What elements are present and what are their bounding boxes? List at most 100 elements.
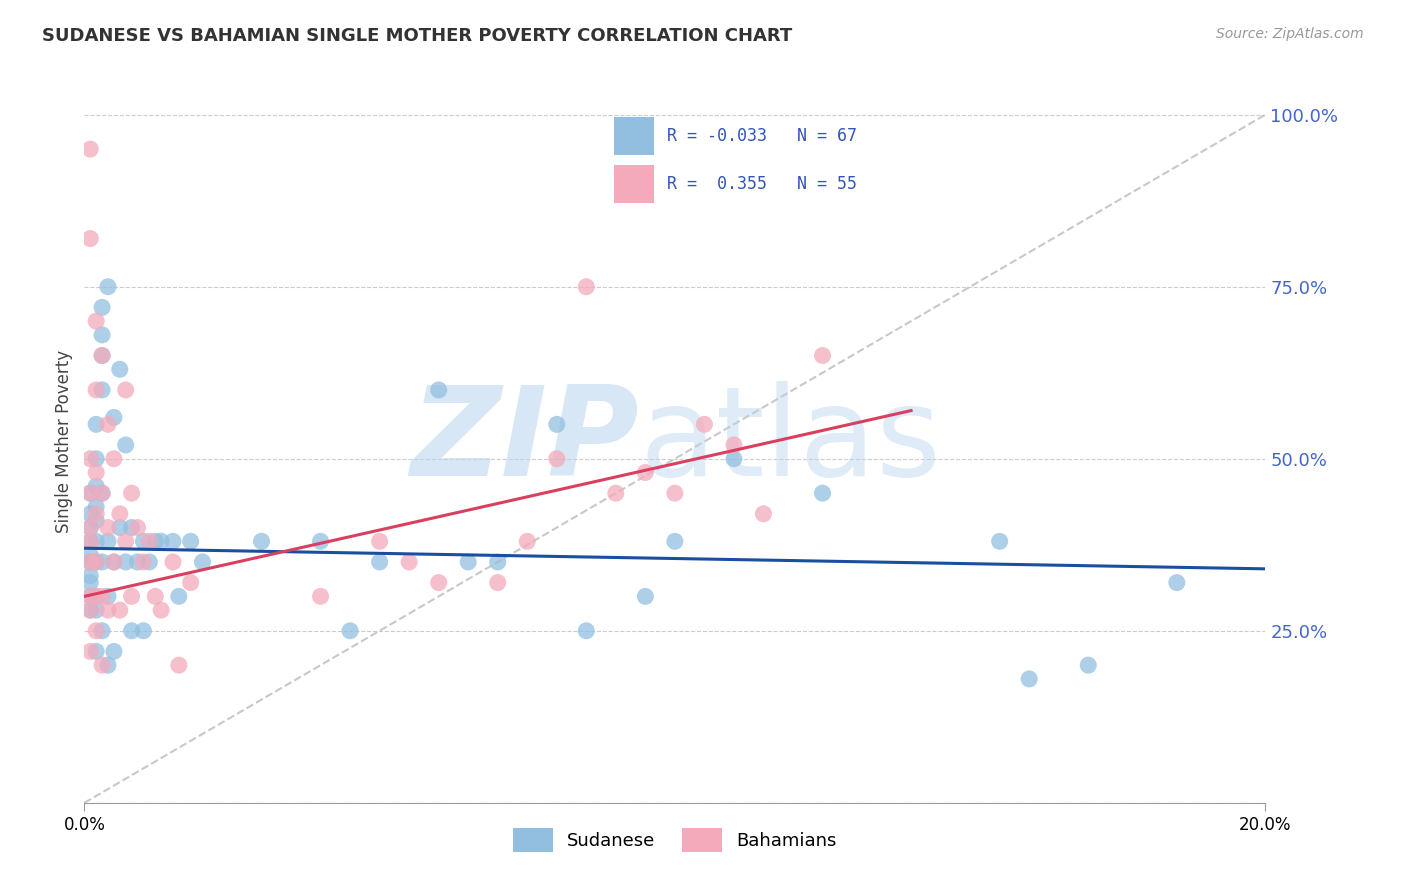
Text: SUDANESE VS BAHAMIAN SINGLE MOTHER POVERTY CORRELATION CHART: SUDANESE VS BAHAMIAN SINGLE MOTHER POVER… — [42, 27, 793, 45]
Point — [575, 624, 598, 638]
Point — [97, 417, 120, 432]
Point — [79, 231, 101, 245]
Point — [427, 575, 450, 590]
Point — [150, 603, 173, 617]
Point — [114, 383, 136, 397]
Point — [97, 534, 120, 549]
Point — [91, 327, 114, 342]
Point — [84, 555, 107, 569]
Point — [132, 534, 155, 549]
Legend: Sudanese, Bahamians: Sudanese, Bahamians — [506, 822, 844, 859]
Point — [180, 575, 202, 590]
Point — [108, 520, 131, 534]
Point — [1166, 575, 1188, 590]
Point — [1018, 672, 1040, 686]
Point — [79, 568, 101, 582]
Point — [103, 555, 125, 569]
Point — [180, 534, 202, 549]
Point — [84, 514, 107, 528]
Point — [167, 590, 190, 604]
Point — [634, 466, 657, 480]
Point — [575, 279, 598, 293]
Point — [91, 624, 114, 638]
Point — [309, 590, 332, 604]
Point — [97, 590, 120, 604]
Point — [79, 520, 101, 534]
Point — [486, 555, 509, 569]
Point — [91, 555, 114, 569]
Point — [127, 555, 149, 569]
Text: atlas: atlas — [640, 381, 942, 502]
Point — [79, 555, 101, 569]
Point — [84, 555, 107, 569]
Point — [91, 658, 114, 673]
Point — [723, 451, 745, 466]
Point — [103, 644, 125, 658]
Point — [91, 349, 114, 363]
Point — [79, 534, 101, 549]
Point — [138, 555, 160, 569]
Point — [1077, 658, 1099, 673]
Point — [79, 486, 101, 500]
Point — [84, 590, 107, 604]
Point — [79, 603, 101, 617]
Point — [398, 555, 420, 569]
Point — [368, 534, 391, 549]
Point — [79, 486, 101, 500]
Point — [114, 438, 136, 452]
Point — [127, 520, 149, 534]
Point — [108, 362, 131, 376]
Point — [132, 624, 155, 638]
Point — [84, 417, 107, 432]
Point — [121, 624, 143, 638]
Point — [138, 534, 160, 549]
Point — [427, 383, 450, 397]
Point — [97, 658, 120, 673]
Point — [79, 590, 101, 604]
Point — [79, 534, 101, 549]
Point — [339, 624, 361, 638]
Point — [114, 534, 136, 549]
Point — [150, 534, 173, 549]
Point — [664, 534, 686, 549]
Point — [723, 438, 745, 452]
Point — [250, 534, 273, 549]
Point — [988, 534, 1011, 549]
Point — [84, 314, 107, 328]
Point — [84, 534, 107, 549]
Point — [97, 520, 120, 534]
Point — [108, 507, 131, 521]
Point — [516, 534, 538, 549]
Point — [84, 466, 107, 480]
Point — [91, 349, 114, 363]
Point — [91, 383, 114, 397]
Point — [84, 479, 107, 493]
Point — [811, 486, 834, 500]
Point — [143, 590, 166, 604]
Point — [79, 575, 101, 590]
Point — [103, 410, 125, 425]
Point — [91, 486, 114, 500]
Text: ZIP: ZIP — [411, 381, 640, 502]
Point — [114, 555, 136, 569]
Point — [546, 451, 568, 466]
Point — [162, 534, 184, 549]
Point — [486, 575, 509, 590]
Point — [84, 624, 107, 638]
Point — [121, 520, 143, 534]
Point — [457, 555, 479, 569]
Point — [664, 486, 686, 500]
Y-axis label: Single Mother Poverty: Single Mother Poverty — [55, 350, 73, 533]
Point — [108, 603, 131, 617]
Point — [162, 555, 184, 569]
Point — [79, 603, 101, 617]
Point — [97, 603, 120, 617]
Point — [546, 417, 568, 432]
Point — [79, 555, 101, 569]
Point — [79, 548, 101, 562]
Point — [84, 383, 107, 397]
Point — [97, 279, 120, 293]
Point — [132, 555, 155, 569]
Point — [103, 451, 125, 466]
Point — [79, 644, 101, 658]
